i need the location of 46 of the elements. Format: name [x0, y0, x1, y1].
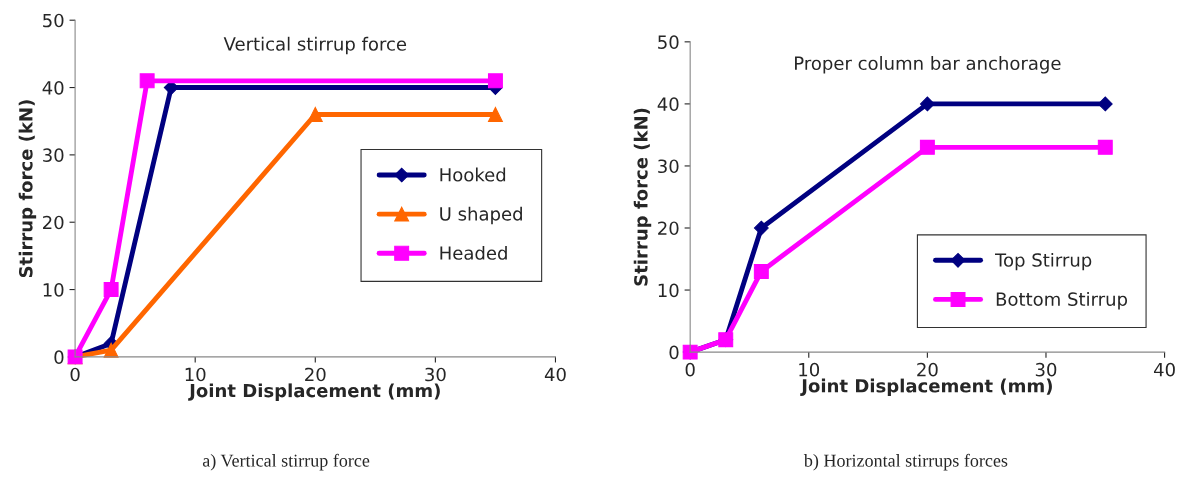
x-tick-label: 10	[799, 362, 820, 377]
x-tick-label: 10	[185, 367, 206, 382]
point	[487, 107, 503, 122]
point	[753, 220, 769, 236]
y-tick-label: 40	[42, 81, 64, 95]
x-tick-label: 0	[70, 367, 80, 382]
legend-label: Top Stirrup	[995, 252, 1092, 271]
y-tick-label: 50	[43, 13, 64, 28]
point	[1097, 139, 1113, 155]
legend-label: U shaped	[440, 206, 522, 225]
y-tick-label: 0	[669, 345, 679, 360]
point	[919, 96, 935, 112]
x-tick-label: 0	[685, 362, 695, 377]
y-tick-label: 10	[43, 283, 64, 297]
x-tick-label: 40	[1153, 362, 1175, 377]
legend-label: Hooked	[440, 167, 506, 182]
text: Proper column bar anchorage	[795, 56, 1061, 74]
legend-label: Headed	[440, 245, 507, 260]
point	[103, 282, 119, 298]
x-tick-label: 30	[425, 367, 446, 382]
y-axis-title: Stirrup force (kN)	[633, 108, 652, 286]
y-tick-label: 10	[658, 283, 679, 298]
legend-label: Bottom Stirrup	[996, 292, 1128, 310]
point	[753, 263, 769, 279]
x-axis-title: Joint Displacement (mm)	[188, 383, 440, 401]
point	[139, 73, 155, 89]
point	[307, 107, 323, 122]
x-axis-title: Joint Displacement (mm)	[800, 378, 1052, 397]
x-tick-label: 40	[544, 367, 566, 382]
x-tick-label: 20	[305, 367, 326, 382]
y-tick-label: 50	[658, 35, 679, 49]
y-tick-label: 30	[658, 159, 679, 174]
y-tick-label: 0	[54, 350, 64, 365]
y-axis-title: Stirrup force (kN)	[18, 100, 37, 278]
text: a) Vertical stirrup force	[202, 453, 370, 471]
y-tick-label: 20	[658, 221, 679, 236]
text: Vertical stirrup force	[223, 36, 407, 55]
text: b) Horizontal stirrups forces	[803, 453, 1008, 471]
y-tick-label: 30	[43, 148, 64, 162]
point	[919, 139, 935, 155]
point	[487, 73, 503, 89]
y-tick-label: 20	[43, 215, 64, 230]
x-tick-label: 20	[917, 362, 938, 377]
y-tick-label: 40	[657, 97, 679, 112]
x-tick-label: 30	[1035, 362, 1057, 377]
point	[1097, 96, 1113, 112]
